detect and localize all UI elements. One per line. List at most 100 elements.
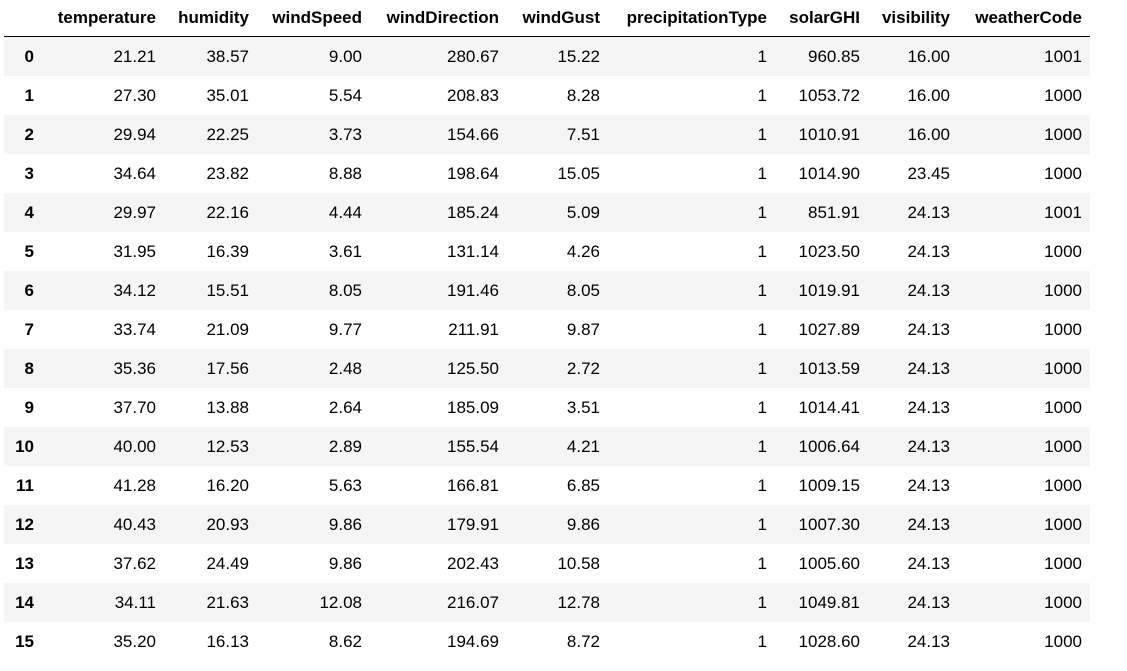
table-cell-temperature: 33.74: [113, 319, 156, 339]
table-cell-visibility: 24.13: [907, 241, 950, 261]
row-index-cell: 11: [16, 475, 34, 495]
table-row: 13 37.62 24.49 9.86 202.43 10.58 1 1005.60 24.13…: [4, 544, 1090, 583]
table-cell-solarGHI: 1014.90: [798, 163, 860, 183]
table-cell-visibility: 16.00: [907, 124, 950, 144]
table-cell-weatherCode: 1000: [1044, 631, 1082, 651]
table-cell-visibility: 24.13: [907, 514, 950, 534]
row-index-cell: 4: [24, 202, 34, 222]
table-cell-windDirection: 125.50: [447, 358, 499, 378]
row-index-cell: 1: [24, 85, 34, 105]
table-cell-visibility: 24.13: [907, 553, 950, 573]
table-cell-solarGHI: 1010.91: [798, 124, 860, 144]
column-header-precipitationType: precipitationType: [608, 0, 775, 37]
table-cell-precipitationType: 1: [757, 163, 767, 183]
table-cell-temperature: 37.70: [113, 397, 156, 417]
table-body: 0 21.21 38.57 9.00 280.67 15.22 1 960.85 16.00 10…: [4, 36, 1090, 661]
table-cell-precipitationType: 1: [757, 202, 767, 222]
table-cell-windGust: 8.05: [566, 280, 600, 300]
table-cell-visibility: 24.13: [907, 358, 950, 378]
table-cell-windSpeed: 3.61: [328, 241, 362, 261]
table-cell-weatherCode: 1000: [1044, 241, 1082, 261]
table-cell-solarGHI: 1005.60: [798, 553, 860, 573]
table-cell-precipitationType: 1: [757, 241, 767, 261]
table-row: 14 34.11 21.63 12.08 216.07 12.78 1 1049.81 24.1…: [4, 583, 1090, 622]
table-cell-windSpeed: 2.64: [328, 397, 362, 417]
table-cell-visibility: 24.13: [907, 436, 950, 456]
table-cell-visibility: 23.45: [907, 163, 950, 183]
table-cell-precipitationType: 1: [757, 358, 767, 378]
column-header-windGust: windGust: [507, 0, 608, 37]
table-row: 3 34.64 23.82 8.88 198.64 15.05 1 1014.90 23.45 1…: [4, 154, 1090, 193]
table-cell-windDirection: 280.67: [447, 46, 499, 66]
table-cell-humidity: 16.39: [206, 241, 249, 261]
table-cell-weatherCode: 1000: [1044, 319, 1082, 339]
table-cell-windSpeed: 5.54: [328, 85, 362, 105]
table-cell-windGust: 4.26: [566, 241, 600, 261]
table-cell-weatherCode: 1000: [1044, 436, 1082, 456]
table-cell-temperature: 29.94: [113, 124, 156, 144]
column-header-weatherCode: weatherCode: [958, 0, 1090, 37]
table-cell-solarGHI: 851.91: [808, 202, 860, 222]
table-cell-temperature: 37.62: [113, 553, 156, 573]
table-cell-windSpeed: 4.44: [328, 202, 362, 222]
row-index-cell: 15: [15, 631, 34, 651]
table-cell-windGust: 15.05: [557, 163, 600, 183]
table-cell-windGust: 2.72: [566, 358, 600, 378]
table-cell-precipitationType: 1: [757, 553, 767, 573]
table-cell-temperature: 21.21: [113, 46, 156, 66]
row-index-cell: 6: [24, 280, 34, 300]
table-cell-precipitationType: 1: [757, 514, 767, 534]
table-cell-windGust: 15.22: [557, 46, 600, 66]
table-cell-humidity: 35.01: [206, 85, 249, 105]
table-row: 9 37.70 13.88 2.64 185.09 3.51 1 1014.41 24.13 10…: [4, 388, 1090, 427]
table-cell-windDirection: 208.83: [447, 85, 499, 105]
table-cell-weatherCode: 1000: [1044, 163, 1082, 183]
table-cell-weatherCode: 1000: [1044, 514, 1082, 534]
table-row: 0 21.21 38.57 9.00 280.67 15.22 1 960.85 16.00 10…: [4, 36, 1090, 76]
table-cell-humidity: 24.49: [206, 553, 249, 573]
table-cell-visibility: 16.00: [907, 46, 950, 66]
dataframe-table: temperature humidity windSpeed windDirectio…: [4, 0, 1090, 661]
table-cell-weatherCode: 1001: [1044, 46, 1082, 66]
table-cell-visibility: 16.00: [907, 85, 950, 105]
table-cell-windDirection: 216.07: [447, 592, 499, 612]
table-cell-solarGHI: 1006.64: [798, 436, 860, 456]
table-cell-windGust: 12.78: [557, 592, 600, 612]
table-cell-humidity: 21.09: [206, 319, 249, 339]
table-cell-windDirection: 131.14: [447, 241, 499, 261]
table-cell-solarGHI: 1049.81: [798, 592, 860, 612]
table-cell-windGust: 7.51: [566, 124, 600, 144]
table-cell-precipitationType: 1: [757, 319, 767, 339]
table-cell-humidity: 20.93: [206, 514, 249, 534]
table-cell-windSpeed: 2.89: [328, 436, 362, 456]
table-cell-visibility: 24.13: [907, 319, 950, 339]
table-cell-windDirection: 154.66: [447, 124, 499, 144]
table-row: 12 40.43 20.93 9.86 179.91 9.86 1 1007.30 24.13 1…: [4, 505, 1090, 544]
table-row: 5 31.95 16.39 3.61 131.14 4.26 1 1023.50 24.13 10…: [4, 232, 1090, 271]
row-index-cell: 14: [15, 592, 34, 612]
table-cell-humidity: 22.16: [206, 202, 249, 222]
table-cell-solarGHI: 1023.50: [798, 241, 860, 261]
table-row: 15 35.20 16.13 8.62 194.69 8.72 1 1028.60 24.13 1…: [4, 622, 1090, 661]
table-cell-humidity: 16.20: [206, 475, 249, 495]
table-row: 8 35.36 17.56 2.48 125.50 2.72 1 1013.59 24.13 10…: [4, 349, 1090, 388]
table-cell-windGust: 5.09: [566, 202, 600, 222]
table-cell-windGust: 8.72: [566, 631, 600, 651]
table-cell-windSpeed: 9.86: [328, 553, 362, 573]
table-cell-weatherCode: 1000: [1044, 85, 1082, 105]
table-cell-visibility: 24.13: [907, 280, 950, 300]
row-index-cell: 10: [15, 436, 34, 456]
table-cell-precipitationType: 1: [757, 475, 767, 495]
table-cell-weatherCode: 1000: [1044, 397, 1082, 417]
table-cell-temperature: 29.97: [113, 202, 156, 222]
table-cell-temperature: 34.12: [113, 280, 156, 300]
column-header-humidity: humidity: [164, 0, 257, 37]
table-cell-visibility: 24.13: [907, 397, 950, 417]
table-cell-windSpeed: 8.62: [328, 631, 362, 651]
table-cell-windGust: 9.86: [566, 514, 600, 534]
row-index-cell: 9: [24, 397, 34, 417]
table-header: temperature humidity windSpeed windDirectio…: [4, 0, 1090, 37]
table-cell-precipitationType: 1: [757, 397, 767, 417]
table-cell-humidity: 23.82: [206, 163, 249, 183]
